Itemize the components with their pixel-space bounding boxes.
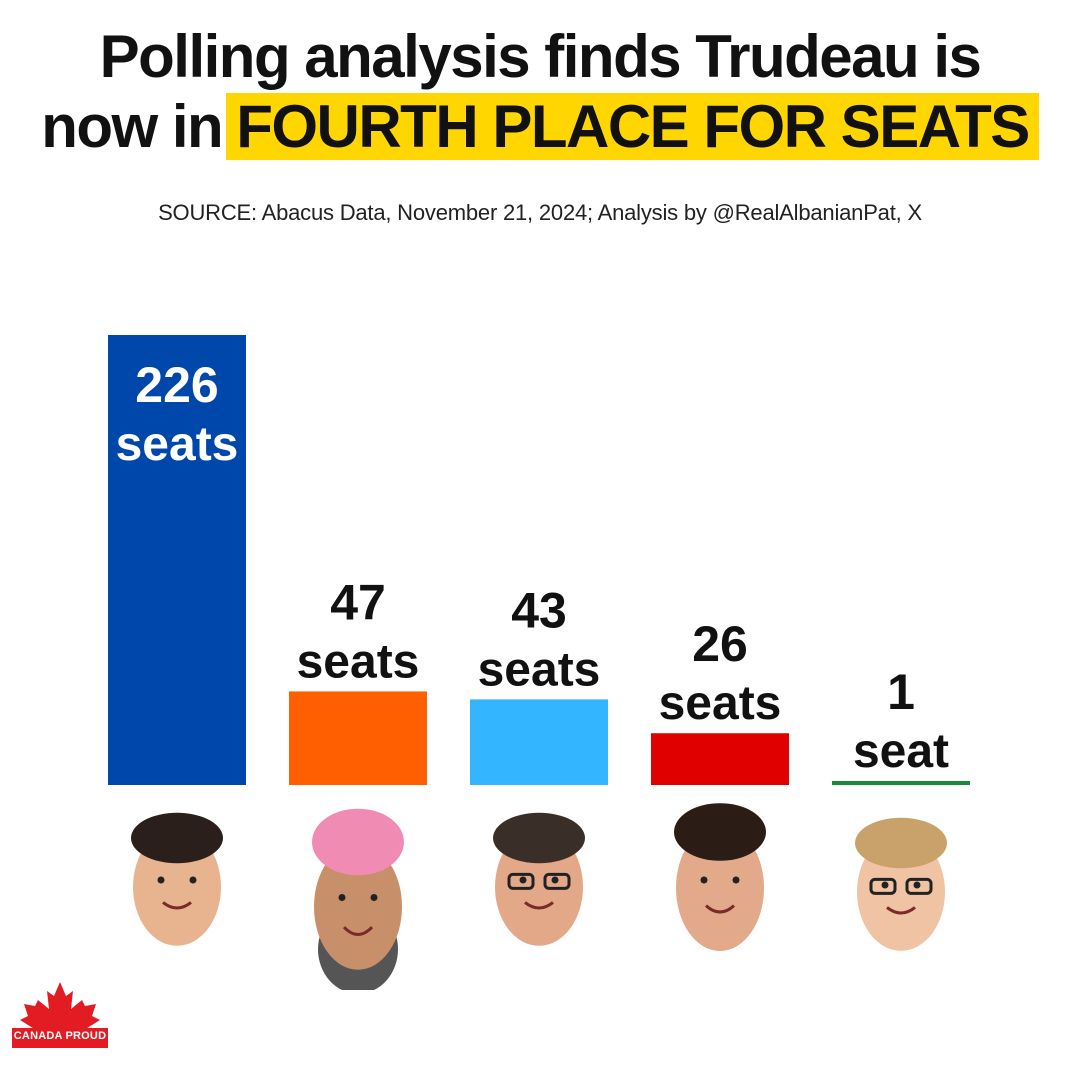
bar-value-label-1: 226 xyxy=(135,357,218,413)
logo-text: CANADA PROUD xyxy=(13,1030,107,1042)
title-line-2: now in FOURTH PLACE FOR SEATS xyxy=(0,92,1080,162)
bar-1 xyxy=(108,335,246,785)
bar-unit-label-3: seats xyxy=(478,643,601,696)
bar-2 xyxy=(289,691,427,785)
surprised-man-portrait xyxy=(666,800,774,960)
woman-glasses-portrait xyxy=(847,815,955,955)
bar-5 xyxy=(832,781,970,785)
bar-4 xyxy=(651,733,789,785)
title-highlight: FOURTH PLACE FOR SEATS xyxy=(226,93,1039,160)
bar-unit-label-1: seats xyxy=(116,418,239,471)
man-pink-turban-portrait xyxy=(304,805,412,994)
smiling-man-portrait xyxy=(123,810,231,950)
bar-value-label-3: 43 xyxy=(511,582,567,638)
bar-value-label-2: 47 xyxy=(330,574,386,630)
title-line-1: Polling analysis finds Trudeau is xyxy=(99,23,982,90)
bar-unit-label-2: seats xyxy=(297,635,420,688)
man-glasses-portrait xyxy=(485,810,593,950)
bar-unit-label-4: seats xyxy=(659,677,782,730)
title-line-2-prefix: now in xyxy=(41,93,223,160)
bar-value-label-5: 1 xyxy=(887,664,915,720)
source-caption: SOURCE: Abacus Data, November 21, 2024; … xyxy=(158,200,922,225)
canada-proud-logo: CANADA PROUD xyxy=(10,978,110,1060)
bar-value-label-4: 26 xyxy=(692,616,748,672)
chart-title: Polling analysis finds Trudeau is now in… xyxy=(0,22,1080,162)
maple-leaf-icon xyxy=(12,982,108,1048)
bar-unit-label-5: seat xyxy=(853,725,949,778)
bar-3 xyxy=(470,699,608,785)
